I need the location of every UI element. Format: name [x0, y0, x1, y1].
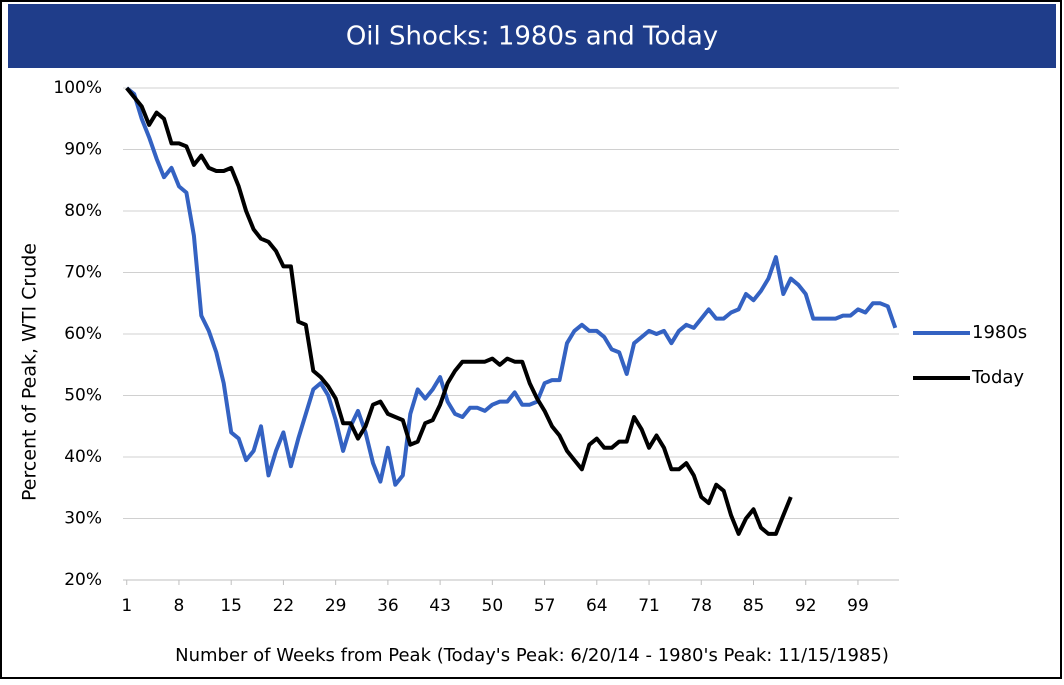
- x-tick-label: 64: [586, 596, 608, 616]
- x-tick-label: 22: [273, 596, 295, 616]
- x-tick-label: 92: [795, 596, 817, 616]
- legend-label: Today: [971, 367, 1024, 388]
- x-tick-label: 8: [174, 596, 185, 616]
- x-tick-label: 71: [638, 596, 660, 616]
- legend-label: 1980s: [972, 322, 1027, 343]
- title-bar: [8, 4, 1056, 68]
- x-tick-label: 29: [325, 596, 347, 616]
- y-tick-label: 90%: [64, 140, 102, 160]
- series-line: [125, 86, 898, 487]
- x-tick-label: 1: [121, 596, 132, 616]
- x-tick-label: 50: [482, 596, 504, 616]
- x-tick-label: 36: [377, 596, 399, 616]
- x-tick-label: 57: [534, 596, 556, 616]
- x-axis-label: Number of Weeks from Peak (Today's Peak:…: [175, 645, 889, 666]
- x-tick-label: 85: [743, 596, 765, 616]
- y-tick-label: 60%: [64, 324, 102, 344]
- y-tick-label: 100%: [53, 78, 102, 98]
- y-tick-label: 70%: [64, 263, 102, 283]
- y-axis-label: Percent of Peak, WTI Crude: [19, 243, 41, 501]
- x-tick-label: 15: [220, 596, 242, 616]
- y-tick-label: 80%: [64, 201, 102, 221]
- x-tick-label: 78: [690, 596, 712, 616]
- x-tick-label: 43: [429, 596, 451, 616]
- chart-title: Oil Shocks: 1980s and Today: [346, 22, 718, 52]
- series-line: [125, 86, 793, 536]
- y-tick-label: 50%: [64, 386, 102, 406]
- y-tick-label: 20%: [64, 570, 102, 590]
- x-tick-label: 99: [847, 596, 869, 616]
- y-tick-label: 30%: [64, 509, 102, 529]
- y-tick-label: 40%: [64, 447, 102, 467]
